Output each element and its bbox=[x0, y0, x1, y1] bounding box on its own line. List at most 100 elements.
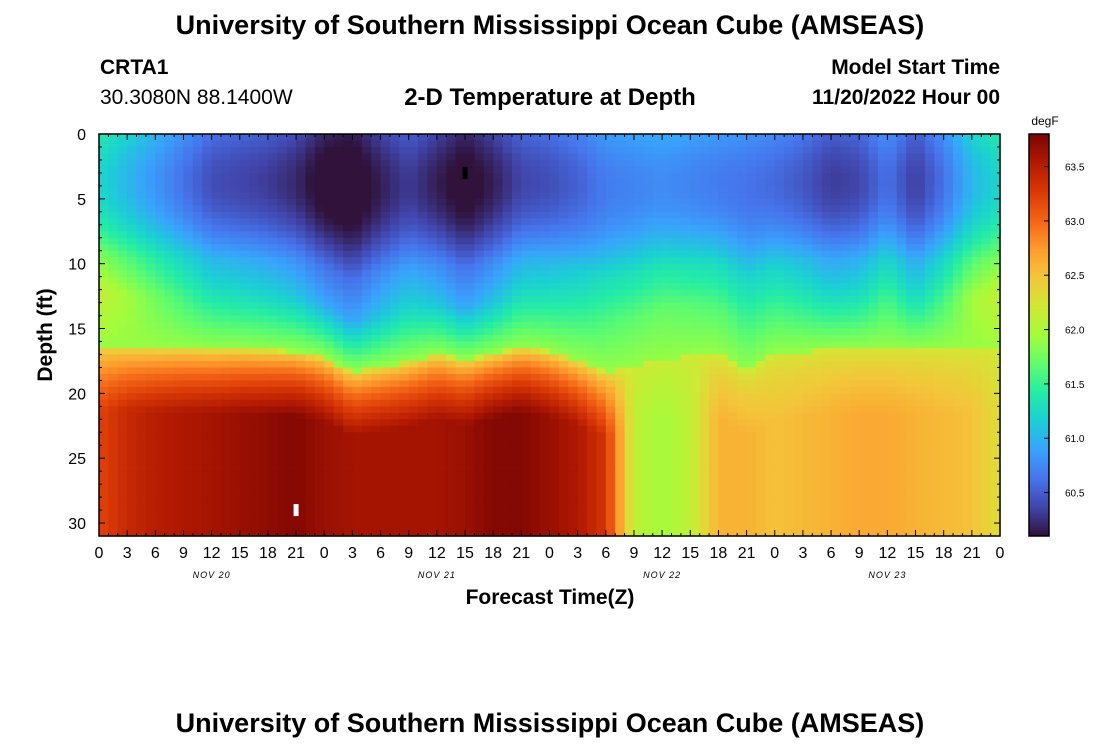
heatmap-cell bbox=[765, 289, 776, 297]
heatmap-cell bbox=[427, 237, 438, 245]
heatmap-cell bbox=[652, 360, 663, 369]
heatmap-cell bbox=[755, 328, 766, 336]
heatmap-cell bbox=[511, 270, 522, 278]
heatmap-cell bbox=[155, 341, 166, 349]
heatmap-cell bbox=[164, 432, 175, 440]
heatmap-cell bbox=[774, 373, 785, 381]
heatmap-cell bbox=[737, 335, 748, 343]
heatmap-cell bbox=[690, 159, 701, 168]
heatmap-cell bbox=[530, 231, 541, 239]
heatmap-cell bbox=[108, 367, 119, 375]
heatmap-cell bbox=[314, 438, 325, 446]
heatmap-cell bbox=[418, 529, 429, 537]
heatmap-cell bbox=[671, 250, 682, 258]
heatmap-cell bbox=[418, 367, 429, 375]
heatmap-cell bbox=[755, 140, 766, 148]
heatmap-cell bbox=[221, 172, 231, 180]
heatmap-cell bbox=[267, 471, 278, 479]
heatmap-cell bbox=[690, 185, 701, 193]
heatmap-cell bbox=[343, 432, 354, 440]
heatmap-cell bbox=[633, 380, 644, 388]
heatmap-cell bbox=[258, 529, 269, 537]
heatmap-cell bbox=[718, 322, 729, 330]
heatmap-cell bbox=[352, 451, 363, 459]
heatmap-cell bbox=[831, 432, 842, 440]
heatmap-cell bbox=[277, 198, 288, 206]
heatmap-cell bbox=[249, 231, 260, 239]
heatmap-cell bbox=[389, 406, 400, 414]
heatmap-cell bbox=[202, 134, 213, 142]
heatmap-cell bbox=[831, 146, 842, 155]
heatmap-cell bbox=[615, 393, 626, 401]
heatmap-cell bbox=[155, 289, 166, 297]
heatmap-cell bbox=[502, 237, 513, 245]
heatmap-cell bbox=[221, 257, 231, 265]
heatmap-cell bbox=[258, 354, 269, 362]
heatmap-cell bbox=[652, 477, 663, 485]
heatmap-cell bbox=[324, 302, 335, 310]
heatmap-cell bbox=[202, 218, 213, 226]
heatmap-cell bbox=[474, 425, 485, 433]
heatmap-cell bbox=[164, 296, 175, 304]
heatmap-cell bbox=[521, 386, 532, 394]
heatmap-cell bbox=[230, 419, 241, 427]
heatmap-cell bbox=[446, 296, 457, 304]
heatmap-cell bbox=[802, 503, 813, 511]
heatmap-cell bbox=[267, 497, 278, 505]
heatmap-cell bbox=[399, 438, 410, 446]
heatmap-cell bbox=[99, 380, 109, 388]
heatmap-cell bbox=[108, 231, 119, 239]
heatmap-cell bbox=[511, 523, 522, 531]
heatmap-cell bbox=[380, 166, 391, 174]
heatmap-cell bbox=[361, 419, 372, 427]
heatmap-cell bbox=[615, 224, 626, 232]
heatmap-cell bbox=[465, 309, 476, 317]
heatmap-cell bbox=[549, 451, 560, 459]
heatmap-cell bbox=[418, 205, 429, 213]
heatmap-cell bbox=[540, 432, 551, 440]
heatmap-cell bbox=[662, 354, 673, 362]
heatmap-cell bbox=[483, 367, 494, 375]
heatmap-cell bbox=[249, 153, 260, 161]
heatmap-cell bbox=[352, 529, 363, 537]
heatmap-cell bbox=[286, 140, 297, 148]
heatmap-cell bbox=[849, 211, 860, 219]
heatmap-cell bbox=[286, 464, 297, 472]
heatmap-cell bbox=[831, 445, 842, 453]
heatmap-cell bbox=[333, 276, 344, 284]
heatmap-cell bbox=[145, 510, 156, 518]
heatmap-cell bbox=[784, 309, 795, 317]
heatmap-cell bbox=[343, 211, 354, 219]
heatmap-cell bbox=[737, 367, 748, 375]
heatmap-cell bbox=[502, 179, 513, 187]
heatmap-cell bbox=[136, 335, 147, 343]
heatmap-cell bbox=[286, 224, 297, 232]
heatmap-cell bbox=[784, 497, 795, 505]
heatmap-cell bbox=[371, 373, 382, 381]
heatmap-cell bbox=[821, 367, 832, 375]
heatmap-cell bbox=[784, 386, 795, 394]
heatmap-cell bbox=[521, 185, 532, 193]
heatmap-cell bbox=[164, 393, 175, 401]
heatmap-cell bbox=[643, 354, 654, 362]
heatmap-cell bbox=[427, 412, 438, 420]
heatmap-cell bbox=[577, 360, 588, 369]
heatmap-cell bbox=[108, 322, 119, 330]
heatmap-cell bbox=[371, 412, 382, 420]
heatmap-cell bbox=[192, 296, 203, 304]
heatmap-cell bbox=[587, 166, 598, 174]
heatmap-cell bbox=[286, 425, 297, 433]
heatmap-cell bbox=[840, 134, 851, 142]
heatmap-cell bbox=[380, 276, 391, 284]
heatmap-cell bbox=[239, 341, 250, 349]
heatmap-cell bbox=[765, 309, 776, 317]
heatmap-cell bbox=[624, 432, 635, 440]
heatmap-cell bbox=[849, 153, 860, 161]
heatmap-cell bbox=[230, 296, 241, 304]
heatmap-cell bbox=[709, 224, 720, 232]
heatmap-cell bbox=[690, 328, 701, 336]
heatmap-cell bbox=[680, 302, 691, 310]
heatmap-cell bbox=[521, 523, 532, 531]
heatmap-cell bbox=[371, 302, 382, 310]
heatmap-cell bbox=[849, 257, 860, 265]
